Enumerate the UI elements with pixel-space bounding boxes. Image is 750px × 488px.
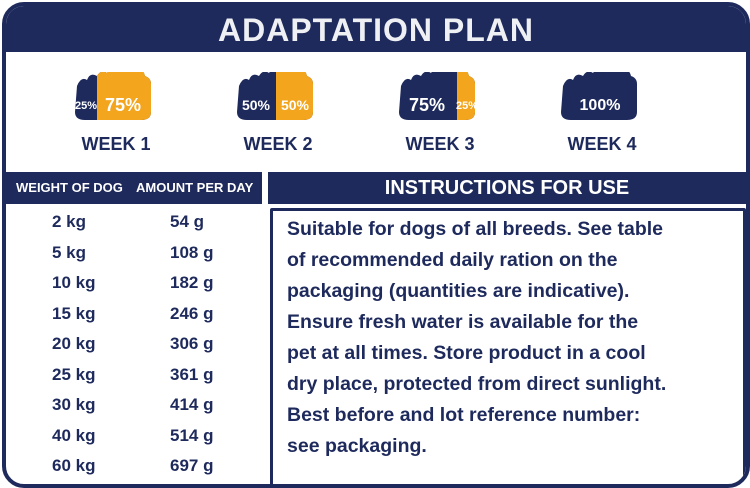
- amount-cell: 306 g: [170, 334, 214, 353]
- table-header: WEIGHT OF DOG AMOUNT PER DAY: [6, 172, 262, 204]
- table-row: 60 kg 697 g: [6, 454, 262, 484]
- amount-cell: 182 g: [170, 273, 214, 292]
- amount-cell: 697 g: [170, 456, 214, 475]
- amount-cell: 361 g: [170, 364, 214, 384]
- old-share: 50%: [242, 97, 271, 113]
- instruction-line: dry place, protected from direct sunligh…: [287, 373, 667, 395]
- amount-cell: 414 g: [170, 395, 214, 414]
- week: 50% 50% WEEK 2: [218, 72, 338, 155]
- instruction-line: pet at all times. Store product in a coo…: [287, 342, 646, 364]
- new-share: 100%: [580, 97, 621, 114]
- bowl: 50% 50%: [237, 72, 313, 120]
- bowl: 25% 75%: [75, 72, 151, 120]
- week: 100% WEEK 4: [542, 72, 662, 155]
- week: 75% 25% WEEK 3: [380, 72, 500, 155]
- amount-cell: 246 g: [170, 303, 214, 323]
- header-cell: AMOUNT PER DAY: [136, 180, 254, 195]
- instruction-line: Ensure fresh water is available for the: [287, 311, 639, 333]
- old-share: 75%: [409, 95, 445, 115]
- week-label: WEEK 1: [81, 134, 151, 154]
- weight-cell: 2 kg: [52, 212, 87, 231]
- new-share: 25%: [456, 100, 478, 112]
- instructions-title: INSTRUCTIONS FOR USE: [268, 172, 746, 204]
- instruction-line: packaging (quantities are indicative).: [287, 280, 630, 302]
- weight-cell: 15 kg: [52, 303, 96, 323]
- table-row: 30 kg 414 g: [6, 393, 262, 424]
- instruction-line: see packaging.: [287, 435, 427, 457]
- table-body: 2 kg 54 g 5 kg 108 g 10 kg 182 g 15 kg 246 g 20 …: [6, 210, 262, 484]
- instruction-line: of recommended daily ration on the: [287, 249, 618, 271]
- amount-cell: 514 g: [170, 425, 214, 445]
- amount-cell: 108 g: [170, 242, 214, 262]
- weight-cell: 60 kg: [52, 456, 96, 475]
- week: 25% 75% WEEK 1: [56, 72, 176, 155]
- weight-cell: 5 kg: [52, 242, 87, 262]
- weight-cell: 30 kg: [52, 395, 96, 414]
- new-share: 50%: [281, 97, 310, 113]
- title: ADAPTATION PLAN: [6, 6, 746, 52]
- old-share: 25%: [75, 100, 97, 112]
- instruction-line: Best before and lot reference number:: [287, 404, 641, 426]
- table-row: 2 kg 54 g: [6, 210, 262, 241]
- instructions-box: Suitable for dogs of all breeds. See tab…: [270, 208, 746, 484]
- weight-cell: 10 kg: [52, 273, 96, 292]
- week-label: WEEK 3: [405, 134, 475, 154]
- table-row: 20 kg 306 g: [6, 332, 262, 363]
- bowl: 75% 25%: [399, 72, 478, 120]
- table-row: 25 kg 361 g: [6, 363, 262, 394]
- instruction-line: Suitable for dogs of all breeds. See tab…: [287, 218, 664, 240]
- week-label: WEEK 2: [243, 134, 313, 154]
- table-row: 15 kg 246 g: [6, 302, 262, 333]
- weight-cell: 40 kg: [52, 425, 96, 445]
- bowl: 100%: [561, 72, 637, 120]
- amount-cell: 54 g: [170, 212, 205, 231]
- week-label: WEEK 4: [567, 134, 637, 154]
- weight-cell: 20 kg: [52, 334, 96, 353]
- table-row: 10 kg 182 g: [6, 271, 262, 302]
- header-cell: WEIGHT OF DOG: [16, 180, 123, 195]
- table-row: 5 kg 108 g: [6, 241, 262, 272]
- table-row: 40 kg 514 g: [6, 424, 262, 455]
- weight-cell: 25 kg: [52, 364, 96, 384]
- new-share: 75%: [105, 95, 141, 115]
